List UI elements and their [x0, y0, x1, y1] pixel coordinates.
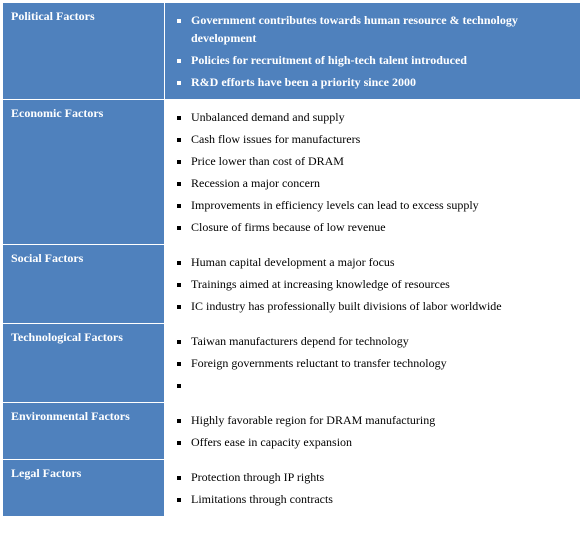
pestel-table: Political Factors Government contributes …	[2, 2, 581, 517]
factor-row: Economic FactorsUnbalanced demand and su…	[3, 100, 581, 245]
factor-row: Legal FactorsProtection through IP right…	[3, 460, 581, 517]
factor-row: Social FactorsHuman capital development …	[3, 245, 581, 324]
factor-item: Protection through IP rights	[191, 466, 572, 488]
factor-row: Political Factors Government contributes …	[3, 3, 581, 100]
factor-item: Policies for recruitment of high-tech ta…	[191, 49, 572, 71]
factor-list: Taiwan manufacturers depend for technolo…	[173, 330, 572, 396]
factor-label: Economic Factors	[3, 100, 165, 245]
factor-list: Protection through IP rightsLimitations …	[173, 466, 572, 510]
factor-label: Environmental Factors	[3, 403, 165, 460]
factor-item: Price lower than cost of DRAM	[191, 150, 572, 172]
factor-item: Foreign governments reluctant to transfe…	[191, 352, 572, 374]
factor-item: Government contributes towards human res…	[191, 9, 572, 49]
factor-list: Human capital development a major focus …	[173, 251, 572, 317]
factor-item: Improvements in efficiency levels can le…	[191, 194, 572, 216]
factor-item: R&D efforts have been a priority since 2…	[191, 71, 572, 93]
factor-content: Protection through IP rightsLimitations …	[165, 460, 581, 517]
factor-item: Recession a major concern	[191, 172, 572, 194]
factor-item: Unbalanced demand and supply	[191, 106, 572, 128]
factor-content: Unbalanced demand and supplyCash flow is…	[165, 100, 581, 245]
factor-item: Offers ease in capacity expansion	[191, 431, 572, 453]
factor-item: Cash flow issues for manufacturers	[191, 128, 572, 150]
factor-item: Highly favorable region for DRAM manufac…	[191, 409, 572, 431]
factor-list: Unbalanced demand and supplyCash flow is…	[173, 106, 572, 238]
factor-row: Environmental Factors Highly favorable re…	[3, 403, 581, 460]
factor-list: Government contributes towards human res…	[173, 9, 572, 93]
factor-content: Taiwan manufacturers depend for technolo…	[165, 324, 581, 403]
factor-item: Limitations through contracts	[191, 488, 572, 510]
factor-item	[191, 374, 572, 396]
factor-content: Highly favorable region for DRAM manufac…	[165, 403, 581, 460]
factor-item: Human capital development a major focus	[191, 251, 572, 273]
factor-item: Trainings aimed at increasing knowledge …	[191, 273, 572, 295]
factor-label: Legal Factors	[3, 460, 165, 517]
factor-item: IC industry has professionally built div…	[191, 295, 572, 317]
factor-label: Social Factors	[3, 245, 165, 324]
factor-label: Political Factors	[3, 3, 165, 100]
factor-item: Taiwan manufacturers depend for technolo…	[191, 330, 572, 352]
factor-row: Technological Factors Taiwan manufacturer…	[3, 324, 581, 403]
factor-item: Closure of firms because of low revenue	[191, 216, 572, 238]
factor-list: Highly favorable region for DRAM manufac…	[173, 409, 572, 453]
factor-content: Government contributes towards human res…	[165, 3, 581, 100]
factor-content: Human capital development a major focus …	[165, 245, 581, 324]
factor-label: Technological Factors	[3, 324, 165, 403]
